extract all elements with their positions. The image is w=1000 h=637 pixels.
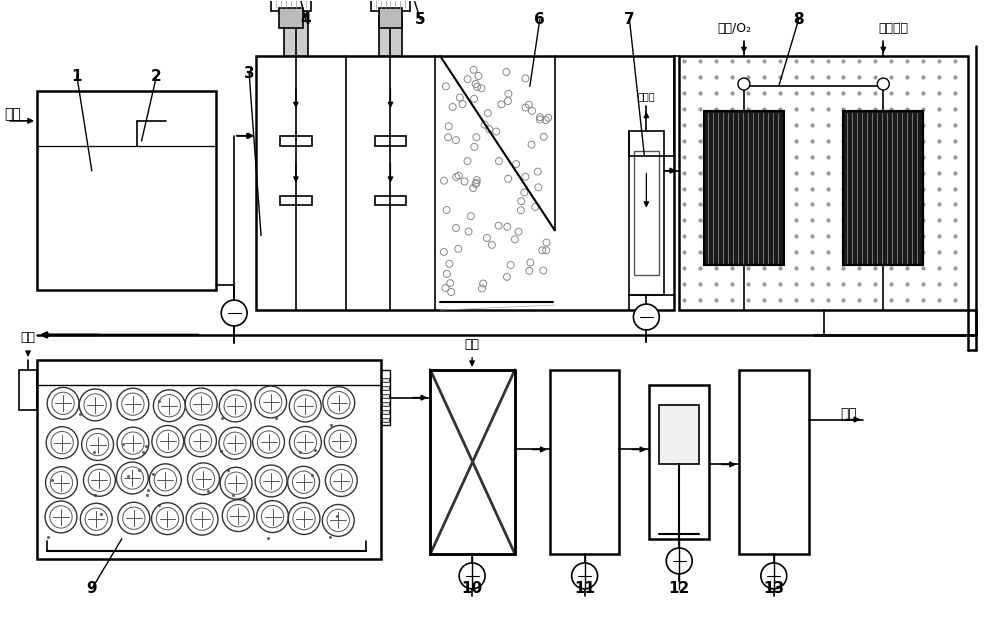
Bar xyxy=(375,196,406,206)
Bar xyxy=(280,196,312,206)
Bar xyxy=(37,360,381,559)
Text: 10: 10 xyxy=(462,582,483,596)
Circle shape xyxy=(761,563,787,589)
Bar xyxy=(37,91,216,290)
Bar xyxy=(430,369,515,554)
Bar xyxy=(843,111,923,265)
Bar xyxy=(382,394,389,397)
Text: 进水: 进水 xyxy=(4,107,21,121)
Bar xyxy=(256,56,674,310)
Circle shape xyxy=(666,548,692,574)
Text: 4: 4 xyxy=(301,12,311,27)
Text: 1: 1 xyxy=(72,69,82,83)
Bar xyxy=(629,131,664,295)
Circle shape xyxy=(738,78,750,90)
Bar xyxy=(382,418,389,422)
Text: 11: 11 xyxy=(574,582,595,596)
Bar xyxy=(679,56,968,310)
Text: 12: 12 xyxy=(669,582,690,596)
Bar xyxy=(381,369,390,424)
Circle shape xyxy=(572,563,598,589)
Bar xyxy=(280,136,312,146)
Bar xyxy=(382,386,389,390)
Bar xyxy=(19,369,37,410)
Text: 空气: 空气 xyxy=(21,331,36,345)
Bar xyxy=(704,111,784,265)
Text: 2: 2 xyxy=(151,69,162,83)
Circle shape xyxy=(459,563,485,589)
Circle shape xyxy=(633,304,659,330)
Bar xyxy=(843,111,923,265)
Bar xyxy=(371,0,410,11)
Text: 空气: 空气 xyxy=(465,338,480,352)
Bar xyxy=(382,378,389,382)
Bar xyxy=(379,17,402,56)
Bar xyxy=(279,8,303,28)
Circle shape xyxy=(221,300,247,326)
Bar xyxy=(382,410,389,413)
Bar xyxy=(284,17,308,56)
Bar xyxy=(649,385,709,539)
Text: 3: 3 xyxy=(244,66,254,80)
Bar xyxy=(375,136,406,146)
Bar xyxy=(739,369,809,554)
Text: 鼓风气: 鼓风气 xyxy=(638,91,655,101)
Bar xyxy=(430,369,515,554)
Bar xyxy=(382,402,389,406)
Bar xyxy=(550,369,619,554)
Text: 9: 9 xyxy=(86,582,97,596)
Text: 5: 5 xyxy=(415,12,426,27)
Bar xyxy=(704,111,784,265)
Bar xyxy=(379,8,402,28)
Text: 空气/O₂: 空气/O₂ xyxy=(717,22,751,35)
Text: 6: 6 xyxy=(534,12,545,27)
Bar xyxy=(659,404,699,464)
Text: 污泥回流: 污泥回流 xyxy=(878,22,908,35)
Circle shape xyxy=(877,78,889,90)
Text: 8: 8 xyxy=(793,12,804,27)
Text: 出水: 出水 xyxy=(841,408,857,422)
Text: 7: 7 xyxy=(624,12,635,27)
Text: 13: 13 xyxy=(763,582,784,596)
Bar xyxy=(271,0,311,11)
Bar xyxy=(634,151,659,275)
